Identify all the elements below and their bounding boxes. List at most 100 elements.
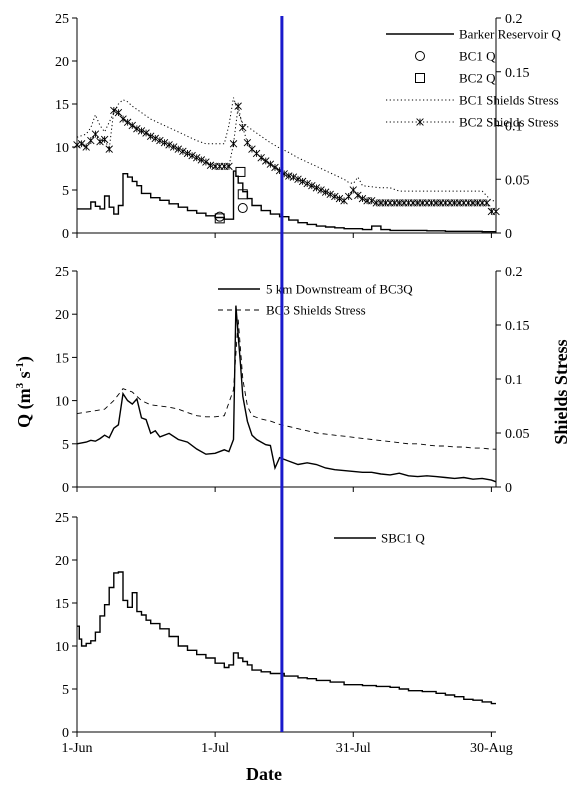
bc2-shields-point <box>331 192 339 201</box>
y-tick-label: 5 <box>62 184 69 199</box>
y-tick-label: 20 <box>55 55 69 70</box>
bc2-shields-point <box>234 102 242 110</box>
series-line <box>76 97 496 202</box>
bc2-shields-point <box>483 199 491 207</box>
bc2-shields-point <box>225 162 233 171</box>
y2-tick-label: 0.2 <box>505 265 523 280</box>
bc2-shields-point <box>100 135 109 144</box>
bc2-shields-point <box>367 197 376 205</box>
legend-label: BC3 Shields Stress <box>266 303 366 318</box>
y-tick-label: 10 <box>55 640 69 655</box>
bc2-shields-point <box>492 207 500 216</box>
bc2-shields-point <box>91 130 100 138</box>
bc2-shields-point <box>82 143 90 151</box>
bc2-shields-point <box>349 186 357 194</box>
bc2-q-point <box>237 189 248 200</box>
bc2-shields-point <box>285 172 293 180</box>
bc2-shields-point <box>188 151 196 160</box>
bc2-shields-point <box>123 118 132 126</box>
bc2-shields-point <box>192 154 201 162</box>
bc2-shields-point <box>202 158 210 166</box>
y-tick-label: 0 <box>62 227 69 242</box>
bc2-shields-point <box>271 163 279 172</box>
bc2-shields-point <box>303 179 311 188</box>
y2-tick-label: 0.1 <box>505 120 523 135</box>
bc2-shields-point <box>146 132 155 140</box>
bc2-shields-point <box>174 145 183 153</box>
y-tick-label: 15 <box>55 351 69 366</box>
bc2-shields-point <box>206 161 215 169</box>
y-tick-label: 25 <box>55 511 69 526</box>
bc2-shields-point <box>239 123 247 132</box>
bc2-shields-point <box>243 138 252 147</box>
y-tick-label: 25 <box>55 265 69 280</box>
x-tick-label: 1-Jun <box>61 741 92 756</box>
y-tick-label: 25 <box>55 12 69 27</box>
y2-tick-label: 0.1 <box>505 373 523 388</box>
bc2-shields-point <box>257 154 265 162</box>
bc2-shields-point <box>229 140 238 148</box>
bc2-q-point <box>214 213 225 224</box>
bc2-shields-point <box>137 127 146 135</box>
bc2-shields-point <box>77 140 86 148</box>
bc2-q-point <box>235 166 246 177</box>
legend-label: BC2 Q <box>459 71 496 86</box>
y2-tick-label: 0.15 <box>505 319 530 334</box>
y2-axis-title: Shields Stress <box>551 339 571 444</box>
bc1-q-point <box>237 203 248 214</box>
bc2-shields-point <box>312 184 321 192</box>
bc2-shields-point <box>266 160 275 168</box>
bc2-shields-point <box>142 129 150 137</box>
bc2-shields-point <box>354 191 362 200</box>
y-tick-label: 5 <box>62 683 69 698</box>
bc2-shields-point <box>326 190 334 199</box>
legend-label: BC1 Q <box>459 49 496 64</box>
series-line <box>76 106 496 212</box>
legend-label: SBC1 Q <box>381 531 425 546</box>
legend-swatch-star <box>416 118 424 126</box>
x-tick-label: 1-Jul <box>201 741 229 756</box>
bc2-shields-point <box>289 173 298 181</box>
y2-tick-label: 0.2 <box>505 12 523 27</box>
legend-label: BC1 Shields Stress <box>459 93 559 108</box>
y-tick-label: 20 <box>55 308 69 323</box>
y2-tick-label: 0.15 <box>505 66 530 81</box>
y2-tick-label: 0.05 <box>505 173 530 188</box>
y-tick-label: 20 <box>55 554 69 569</box>
bc2-shields-point <box>169 143 178 151</box>
series-line <box>76 305 497 483</box>
bc2-shields-point <box>133 125 141 133</box>
y-tick-label: 10 <box>55 141 69 156</box>
bc2-shields-point <box>344 192 353 201</box>
panel-2: 0 5 10 15 20 25 0 0.05 0.1 0.15 0.2 5 km Downstream… <box>55 265 530 496</box>
bc2-shields-point <box>183 149 192 158</box>
y-tick-label: 5 <box>62 438 69 453</box>
bc2-shields-point <box>179 147 187 156</box>
y-tick-label: 15 <box>55 98 69 113</box>
y2-tick-label: 0 <box>505 481 512 496</box>
y-tick-label: 10 <box>55 395 69 410</box>
legend-swatch-square <box>415 73 425 83</box>
bc2-shields-point <box>294 175 302 183</box>
panel-3: 0 5 10 15 20 25 1-Jun 1-Jul 31-Jul 30-Aug SBC1 Q <box>55 511 513 756</box>
legend-label: BC2 Shields Stress <box>459 115 559 130</box>
bc2-shields-point <box>308 181 316 190</box>
x-tick-label: 31-Jul <box>336 741 371 756</box>
bc2-shields-point <box>165 141 173 149</box>
y-tick-label: 0 <box>62 481 69 496</box>
y2-tick-label: 0.05 <box>505 427 530 442</box>
bc2-shields-point <box>110 106 118 115</box>
bc2-shields-point <box>96 137 104 146</box>
bc2-shields-point <box>151 134 159 143</box>
x-axis-title: Date <box>246 764 282 784</box>
bc2-shields-point <box>128 121 136 130</box>
y-tick-label: 15 <box>55 597 69 612</box>
bc2-shields-point <box>317 186 325 194</box>
legend-label: Barker Reservoir Q <box>459 27 561 42</box>
y2-tick-label: 0 <box>505 227 512 242</box>
bc2-shields-point <box>114 108 123 117</box>
bc2-shields-point <box>105 145 113 153</box>
bc2-shields-point <box>197 156 206 164</box>
